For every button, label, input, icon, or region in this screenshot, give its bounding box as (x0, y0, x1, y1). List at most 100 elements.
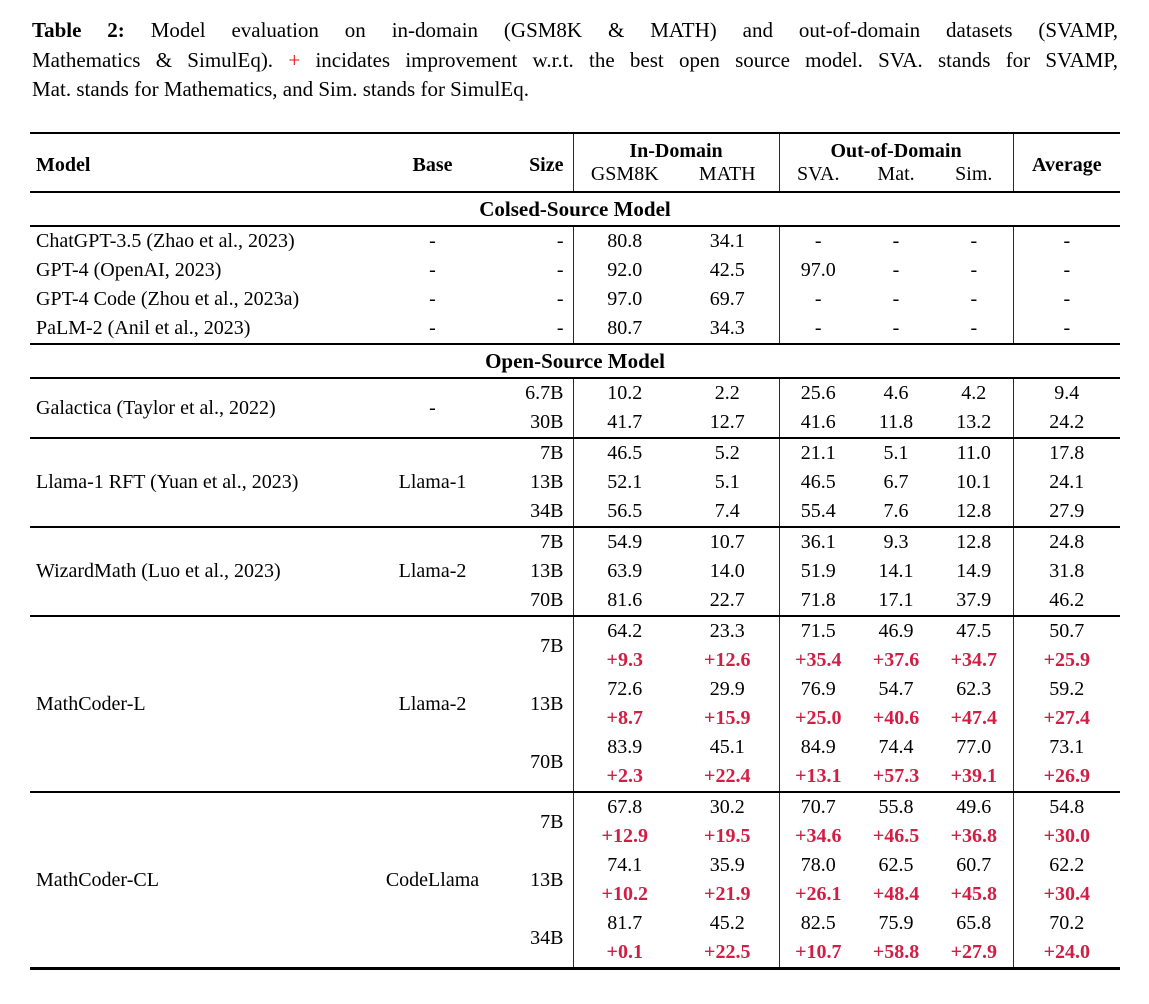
table-row: ChatGPT-3.5 (Zhao et al., 2023) - - 80.8… (30, 226, 1120, 256)
score-cell: 80.7 (607, 317, 643, 339)
delta-row: +9.3 +12.6 +35.4 +37.6 +34.7 +25.9 (30, 646, 1120, 675)
score-cell: 83.9 (607, 736, 643, 758)
delta-cell: +30.0 (1043, 825, 1090, 847)
caption-label: Table 2: (32, 18, 125, 42)
size-cell: - (505, 314, 574, 344)
score-cell: 21.1 (800, 442, 836, 464)
delta-cell: +25.0 (795, 707, 842, 729)
score-cell: 62.5 (878, 854, 914, 876)
table-row: MathCoder-CL CodeLlama 7B 67.8 30.2 70.7… (30, 792, 1120, 891)
score-cell: 10.7 (676, 527, 780, 557)
score-cell: 84.9 (800, 736, 836, 758)
score-cell: 35.9 (676, 851, 780, 880)
score-cell: - (892, 259, 900, 281)
table-row: GPT-4 (OpenAI, 2023) - - 92.0 42.5 97.0 … (30, 256, 1120, 285)
size-cell: - (505, 226, 574, 256)
table-row: 13B 63.9 14.0 51.9 14.1 14.9 31.8 (30, 557, 1120, 586)
score-cell: 67.8 (607, 796, 643, 818)
size-cell: 6.7B (505, 378, 574, 408)
score-cell: 29.9 (676, 675, 780, 704)
section-closed-source: Colsed-Source Model (30, 192, 1121, 226)
col-header-gsm8k: GSM8K (590, 163, 659, 185)
score-cell: 5.1 (676, 468, 780, 497)
score-cell: 55.8 (878, 796, 914, 818)
size-cell: 7B (505, 792, 574, 851)
delta-row: +8.7 +15.9 +25.0 +40.6 +47.4 +27.4 (30, 704, 1120, 733)
col-header-base: Base (412, 154, 453, 176)
delta-cell: +46.5 (872, 825, 920, 847)
average-cell: 24.8 (1049, 531, 1085, 553)
model-cell: WizardMath (Luo et al., 2023) (36, 560, 281, 582)
score-cell: 74.1 (607, 854, 643, 876)
score-cell: 62.3 (935, 675, 1014, 704)
score-cell: 65.8 (935, 909, 1014, 938)
col-header-model: Model (36, 154, 91, 176)
caption-line-2: Mathematics & SimulEq). + incidates impr… (32, 46, 1118, 76)
caption-text-2b: incidates improvement w.r.t. the best op… (315, 47, 1119, 72)
header-sub-row: GSM8K MATH SVA. Mat. Sim. (30, 163, 1121, 192)
delta-row: +0.1 +22.5 +10.7 +58.8 +27.9 +24.0 (30, 938, 1120, 969)
average-cell: 62.2 (1049, 854, 1085, 876)
score-cell: 34.3 (676, 314, 780, 344)
table-caption: Table 2: Model evaluation on in-domain (… (32, 16, 1118, 105)
delta-cell: +26.9 (1043, 765, 1090, 787)
delta-row: +2.3 +22.4 +13.1 +57.3 +39.1 +26.9 (30, 762, 1121, 792)
model-cell: PaLM-2 (Anil et al., 2023) (36, 317, 251, 339)
score-cell: 13.2 (935, 408, 1014, 438)
size-cell: 13B (505, 675, 574, 733)
size-cell: 13B (505, 557, 574, 586)
col-header-mat: Mat. (877, 163, 915, 185)
col-header-sva: SVA. (797, 163, 840, 185)
score-cell: 11.8 (878, 411, 914, 433)
base-cell: CodeLlama (385, 868, 480, 891)
table-row: WizardMath (Luo et al., 2023) Llama-2 7B… (30, 527, 1120, 582)
base-cell: - (429, 259, 436, 281)
base-cell: - (429, 317, 436, 339)
score-cell: - (814, 288, 822, 310)
model-cell: ChatGPT-3.5 (Zhao et al., 2023) (36, 230, 295, 252)
average-cell: 27.9 (1049, 500, 1085, 522)
size-cell: 34B (505, 909, 574, 969)
average-cell: 9.4 (1054, 382, 1080, 404)
size-cell: - (505, 256, 574, 285)
score-cell: 37.9 (935, 586, 1014, 616)
model-cell: GPT-4 Code (Zhou et al., 2023a) (36, 288, 300, 310)
score-cell: 81.7 (607, 912, 643, 934)
caption-plus-sign: + (288, 47, 301, 72)
size-cell: 7B (505, 438, 574, 468)
base-cell: - (429, 396, 436, 419)
results-table: Model Base Size In-Domain Out-of-Domain … (30, 132, 1121, 970)
score-cell: 42.5 (676, 256, 780, 285)
delta-cell: +9.3 (606, 649, 643, 671)
score-cell: 2.2 (676, 378, 780, 408)
score-cell: 71.8 (800, 589, 836, 611)
score-cell: 45.1 (676, 733, 780, 762)
score-cell: - (892, 230, 900, 252)
score-cell: 71.5 (800, 620, 836, 642)
score-cell: - (935, 314, 1014, 344)
score-cell: 80.8 (607, 230, 643, 252)
delta-cell: +13.1 (795, 765, 842, 787)
score-cell: 14.9 (935, 557, 1014, 586)
score-cell: 12.8 (935, 527, 1014, 557)
table-row: 70B 83.9 45.1 84.9 74.4 77.0 73.1 (30, 733, 1120, 792)
average-cell: 46.2 (1049, 589, 1085, 611)
average-cell: 24.2 (1049, 411, 1085, 433)
score-cell: 17.1 (878, 589, 914, 611)
score-cell: 10.1 (935, 468, 1014, 497)
score-cell: 76.9 (800, 678, 836, 700)
score-cell: 25.6 (800, 382, 836, 404)
average-cell: 50.7 (1049, 620, 1085, 642)
score-cell: 82.5 (800, 912, 836, 934)
score-cell: 52.1 (607, 471, 643, 493)
score-cell: - (935, 226, 1014, 256)
score-cell: 97.0 (607, 288, 643, 310)
base-cell: Llama-1 (398, 471, 467, 493)
model-cell: MathCoder-L (36, 692, 146, 715)
delta-cell: +37.6 (872, 649, 920, 671)
score-cell: 74.4 (878, 736, 914, 758)
score-cell: 11.0 (935, 438, 1014, 468)
delta-cell: +15.9 (676, 704, 780, 733)
table-row: 13B 74.1 35.9 78.0 62.5 60.7 62.2 (30, 851, 1120, 909)
